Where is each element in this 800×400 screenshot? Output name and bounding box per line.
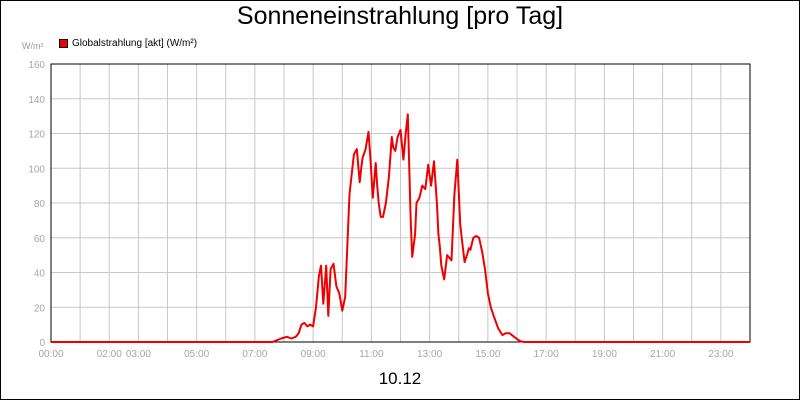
x-axis-date-label: 10.12 bbox=[378, 369, 422, 388]
x-tick-label: 02:00 bbox=[97, 349, 122, 360]
x-tick-label: 21:00 bbox=[650, 349, 675, 360]
x-tick-label: 05:00 bbox=[184, 349, 209, 360]
y-tick-label: 60 bbox=[34, 234, 46, 245]
legend: Globalstrahlung [akt] (W/m²) bbox=[59, 38, 197, 49]
y-tick-label: 0 bbox=[39, 338, 45, 349]
x-tick-label: 00:00 bbox=[38, 349, 63, 360]
y-tick-label: 40 bbox=[34, 269, 46, 280]
chart-title: Sonneneinstrahlung [pro Tag] bbox=[236, 2, 564, 30]
y-tick-label: 100 bbox=[28, 164, 45, 175]
legend-series-label: Globalstrahlung [akt] (W/m²) bbox=[72, 38, 198, 49]
y-tick-label: 120 bbox=[28, 130, 45, 141]
x-tick-label: 07:00 bbox=[242, 349, 267, 360]
x-tick-label: 19:00 bbox=[592, 349, 617, 360]
plot-border bbox=[50, 63, 751, 343]
y-tick-label: 20 bbox=[34, 303, 46, 314]
x-tick-label: 03:00 bbox=[126, 349, 151, 360]
y-tick-label: 80 bbox=[34, 199, 46, 210]
x-tick-label: 17:00 bbox=[534, 349, 559, 360]
y-tick-label: 140 bbox=[28, 95, 45, 106]
x-tick-label: 09:00 bbox=[301, 349, 326, 360]
y-tick-label: 160 bbox=[28, 60, 45, 71]
legend-swatch-red bbox=[59, 39, 68, 48]
x-tick-label: 15:00 bbox=[475, 349, 500, 360]
series-line-0 bbox=[51, 113, 750, 343]
y-axis-unit-label: W/m² bbox=[22, 41, 44, 51]
x-tick-label: 23:00 bbox=[708, 349, 733, 360]
x-tick-label: 11:00 bbox=[359, 349, 384, 360]
x-tick-label: 13:00 bbox=[417, 349, 442, 360]
